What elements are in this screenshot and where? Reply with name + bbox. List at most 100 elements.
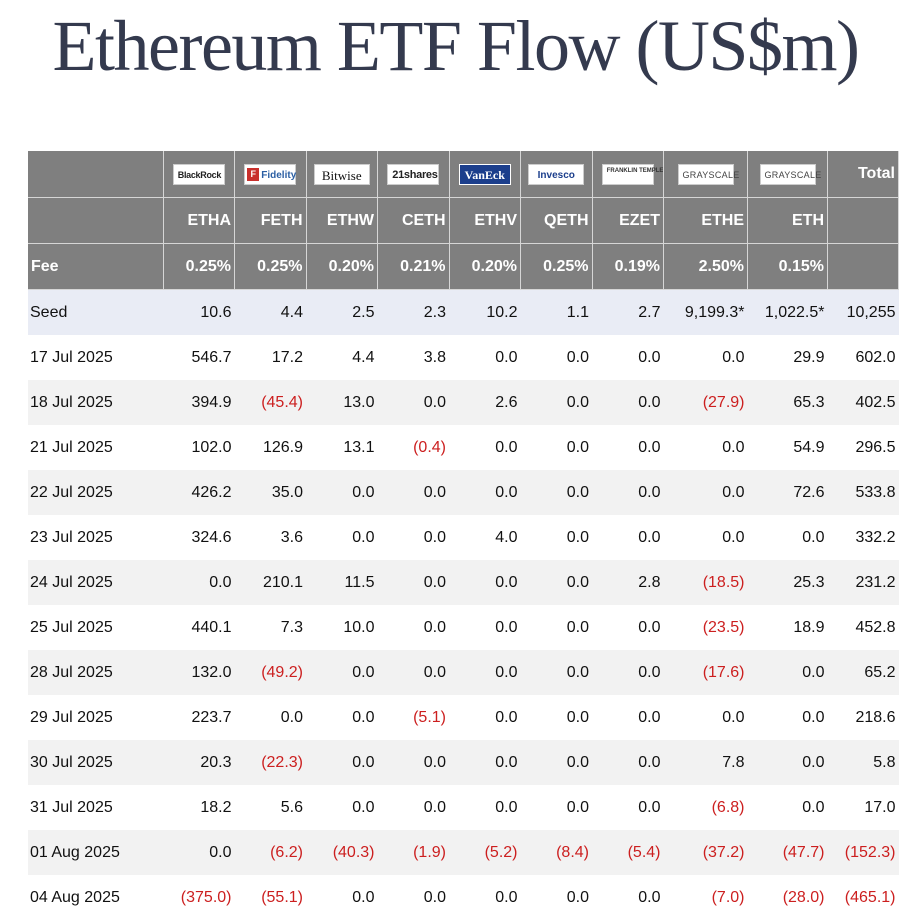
blackrock-logo: BlackRock [172,163,225,185]
flow-cell: 18.2 [163,785,235,830]
flow-cell: (23.5) [663,605,748,650]
flow-cell: 0.0 [449,695,521,740]
flow-cell: 0.0 [520,470,592,515]
fee-cell: 0.21% [377,243,450,290]
flow-cell: (5.2) [449,830,521,875]
flow-cell: 0.0 [747,740,828,785]
flow-cell: (8.4) [520,830,592,875]
flow-cell: 0.0 [306,875,378,920]
table-row: 21 Jul 2025 102.0 126.9 13.1 (0.4) 0.0 0.0 0.0 0… [28,425,899,470]
fee-label: Fee [28,243,164,290]
flow-cell: 0.0 [592,380,664,425]
flow-cell: (6.8) [663,785,748,830]
flow-cell: 10.6 [163,289,235,335]
fee-row: Fee 0.25% 0.25% 0.20% 0.21% 0.20% 0.25% … [28,243,899,290]
fee-cell: 0.19% [592,243,664,290]
row-date: 29 Jul 2025 [28,695,163,740]
row-total: 332.2 [827,515,899,560]
flow-cell: 0.0 [520,335,592,380]
flow-cell: (47.7) [747,830,828,875]
flow-cell: 0.0 [449,875,521,920]
flow-cell: 29.9 [747,335,828,380]
flow-cell: 2.5 [306,289,378,335]
table-row: 31 Jul 2025 18.2 5.6 0.0 0.0 0.0 0.0 0.0 (6.8) 0.… [28,785,899,830]
row-total: 452.8 [827,605,899,650]
flow-cell: 0.0 [747,650,828,695]
flow-cell: 0.0 [663,470,748,515]
row-total: 231.2 [827,560,899,605]
flow-cell: 0.0 [306,740,378,785]
flow-cell: 0.0 [306,695,378,740]
flow-cell: 0.0 [663,425,748,470]
row-date: 01 Aug 2025 [28,830,163,875]
flow-cell: 0.0 [592,425,664,470]
ticker-row: ETHA FETH ETHW CETH ETHV QETH EZET ETHE … [28,197,899,244]
flow-cell: (6.2) [234,830,306,875]
flow-cell: 18.9 [747,605,828,650]
flow-cell: 17.2 [234,335,306,380]
flow-cell: 0.0 [377,380,449,425]
flow-cell: (7.0) [663,875,748,920]
flow-cell: 0.0 [747,515,828,560]
flow-cell: 0.0 [449,560,521,605]
row-date: 18 Jul 2025 [28,380,163,425]
flow-cell: 0.0 [520,515,592,560]
issuer-cell-franklin: FRANKLIN TEMPLETON [592,151,664,198]
issuer-cell-fidelity: F Fidelity [234,151,307,198]
fidelity-logo: F Fidelity [244,163,297,185]
flow-cell: (49.2) [234,650,306,695]
issuer-cell-vaneck: VanEck [449,151,521,198]
ticker-cell: QETH [520,197,593,244]
row-date: 31 Jul 2025 [28,785,163,830]
flow-cell: 0.0 [592,785,664,830]
table-row: 24 Jul 2025 0.0 210.1 11.5 0.0 0.0 0.0 2.8 (18.5… [28,560,899,605]
row-total: 533.8 [827,470,899,515]
vaneck-logo: VanEck [458,163,511,185]
issuer-cell-bitwise: Bitwise [306,151,378,198]
flow-cell: (45.4) [234,380,306,425]
issuer-cell-21shares: 21shares [377,151,450,198]
table-row: 30 Jul 2025 20.3 (22.3) 0.0 0.0 0.0 0.0 0.0 7.8 0… [28,740,899,785]
flow-cell: (1.9) [377,830,449,875]
flow-cell: 0.0 [377,470,449,515]
row-date: 28 Jul 2025 [28,650,163,695]
flow-cell: 13.0 [306,380,378,425]
flow-cell: 0.0 [377,785,449,830]
flow-cell: 0.0 [663,335,748,380]
flow-cell: 0.0 [449,650,521,695]
fidelity-logo-text: Fidelity [261,169,297,181]
flow-cell: 5.6 [234,785,306,830]
flow-cell: 0.0 [163,830,235,875]
grayscale-mini-logo: GRAYSCALE [759,163,821,185]
flow-cell: (5.1) [377,695,449,740]
flow-cell: (27.9) [663,380,748,425]
flow-cell: 0.0 [592,695,664,740]
table-row: 25 Jul 2025 440.1 7.3 10.0 0.0 0.0 0.0 0.0 (23.5… [28,605,899,650]
flow-cell: 1,022.5* [747,289,828,335]
fidelity-mark-icon: F [247,168,260,182]
flow-cell: 0.0 [663,515,748,560]
flow-cell: 0.0 [449,335,521,380]
flow-cell: 546.7 [163,335,235,380]
bitwise-logo: Bitwise [313,163,370,185]
flow-cell: 132.0 [163,650,235,695]
fee-cell: 2.50% [663,243,748,290]
flow-cell: 0.0 [520,785,592,830]
issuer-cell-blackrock: BlackRock [163,151,235,198]
flow-cell: (18.5) [663,560,748,605]
row-date: 22 Jul 2025 [28,470,163,515]
flow-cell: 0.0 [592,875,664,920]
franklin-templeton-logo: FRANKLIN TEMPLETON [601,163,663,185]
ticker-corner-cell [28,197,164,244]
ticker-cell: EZET [592,197,664,244]
flow-cell: (55.1) [234,875,306,920]
flow-cell: 2.6 [449,380,521,425]
flow-cell: 0.0 [592,605,664,650]
flow-cell: 0.0 [306,650,378,695]
row-total: 218.6 [827,695,899,740]
row-total: 65.2 [827,650,899,695]
flow-cell: 2.8 [592,560,664,605]
flow-cell: 4.4 [234,289,306,335]
row-total: 402.5 [827,380,899,425]
flow-cell: 0.0 [377,650,449,695]
